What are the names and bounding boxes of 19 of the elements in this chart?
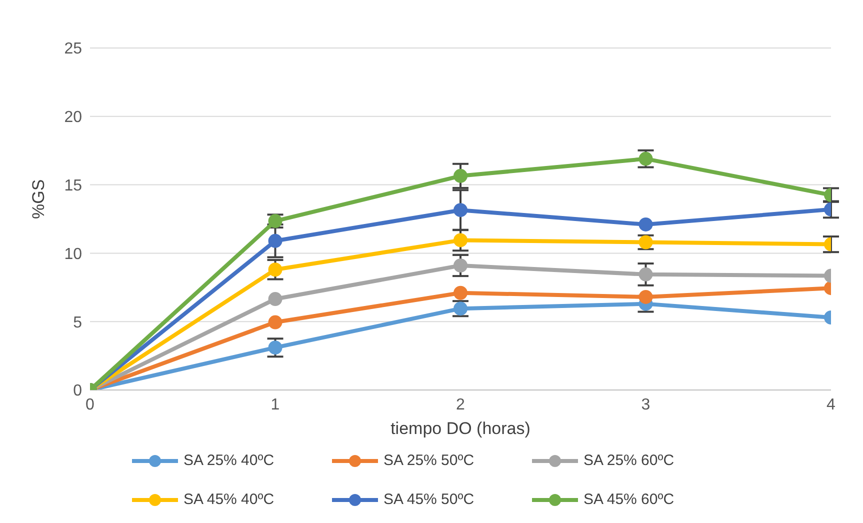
y-tick-label: 0 — [73, 382, 82, 400]
legend-label: SA 45% 50ºC — [384, 491, 474, 508]
legend-label: SA 45% 40ºC — [184, 491, 274, 508]
x-tick-label: 4 — [826, 396, 836, 414]
x-tick-label: 0 — [86, 396, 95, 414]
x-tick-label: 3 — [641, 396, 650, 414]
y-tick-label: 25 — [64, 40, 82, 58]
y-tick-label: 20 — [64, 109, 82, 126]
y-tick-label: 10 — [64, 246, 82, 263]
x-axis-title: tiempo DO (horas) — [390, 419, 530, 438]
legend-label: SA 45% 60ºC — [584, 491, 674, 508]
legend-label: SA 25% 60ºC — [584, 452, 674, 469]
x-tick-label: 1 — [270, 396, 280, 414]
x-tick-label: 2 — [456, 396, 466, 414]
y-tick-label: 5 — [73, 314, 82, 332]
y-axis-title: %GS — [29, 179, 48, 219]
legend-label: SA 25% 40ºC — [184, 452, 274, 469]
y-tick-label: 15 — [64, 177, 82, 194]
legend-label: SA 25% 50ºC — [384, 452, 474, 469]
